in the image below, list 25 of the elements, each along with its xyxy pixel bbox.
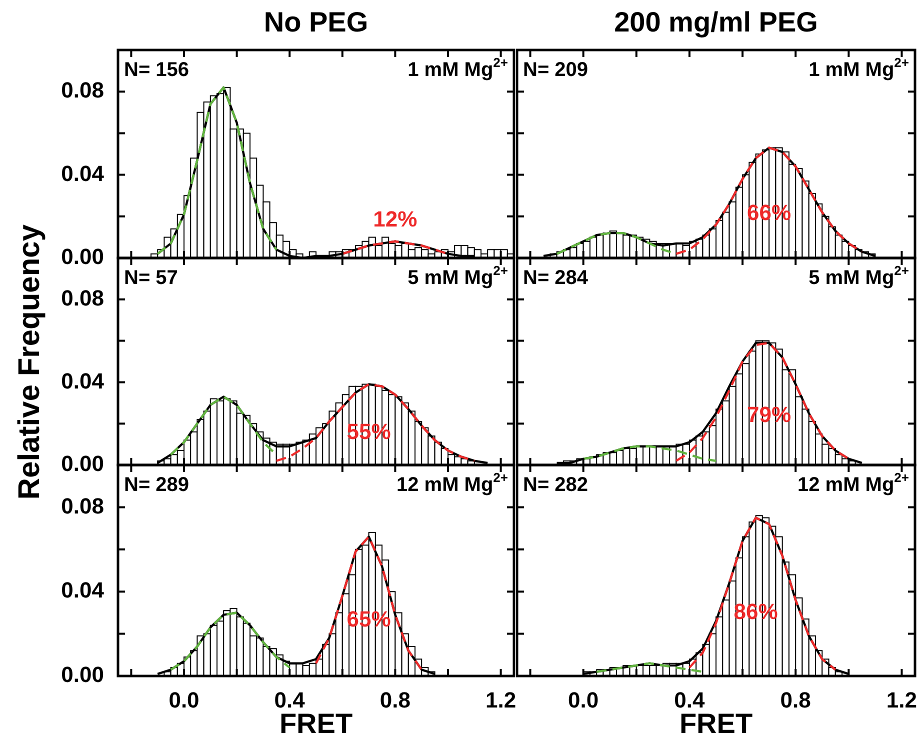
y-tick-label: 0.00 (61, 244, 104, 270)
y-tick-label: 0.08 (61, 493, 104, 518)
y-tick-label: 0.04 (61, 578, 105, 603)
x-tick-label: 1.2 (486, 687, 516, 712)
y-tick-label: 0.04 (61, 368, 105, 394)
x-tick-label: 1.2 (886, 687, 918, 712)
chart-title: 200 mg/ml PEG (614, 6, 818, 38)
y-axis-title: Relative Frequency (13, 224, 47, 500)
x-tick-label: 0.8 (380, 687, 410, 712)
annotation: N= 284 (523, 267, 589, 289)
annotation: N= 282 (523, 474, 588, 496)
y-tick-label: 0.00 (61, 451, 104, 476)
chart-title: No PEG (264, 6, 368, 38)
y-tick-label: 0.08 (61, 78, 104, 103)
annotation: N= 57 (124, 267, 178, 289)
annotation: 12% (373, 206, 418, 232)
y-tick-label: 0.04 (61, 160, 105, 186)
x-tick-label: 0.8 (780, 687, 811, 712)
annotation: N= 156 (124, 59, 190, 81)
x-tick-label: 0.0 (168, 687, 200, 712)
annotation: N= 209 (523, 59, 588, 81)
annotation: N= 289 (124, 474, 190, 496)
x-tick-label: 0.0 (568, 687, 599, 712)
y-tick-label: 0.08 (61, 285, 104, 310)
y-tick-label: 0.00 (61, 662, 104, 688)
